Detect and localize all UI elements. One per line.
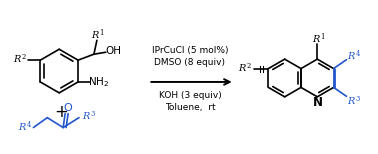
Text: NH$_2$: NH$_2$	[88, 75, 110, 89]
Text: Toluene,  rt: Toluene, rt	[165, 103, 215, 112]
Text: $R^4$: $R^4$	[347, 48, 361, 63]
Text: $R^1$: $R^1$	[313, 31, 326, 46]
Text: $R^3$: $R^3$	[82, 109, 96, 122]
Text: DMSO (8 equiv): DMSO (8 equiv)	[155, 58, 226, 67]
Text: $R^2$: $R^2$	[12, 53, 26, 65]
Text: IPrCuCl (5 mol%): IPrCuCl (5 mol%)	[152, 46, 228, 55]
Text: $R^3$: $R^3$	[347, 94, 361, 107]
Text: O: O	[64, 103, 73, 113]
Text: +: +	[54, 103, 68, 121]
Text: KOH (3 equiv): KOH (3 equiv)	[159, 91, 222, 100]
Text: $R^4$: $R^4$	[19, 119, 33, 134]
Text: N: N	[313, 96, 323, 109]
Text: OH: OH	[106, 46, 122, 56]
Text: $R^2$: $R^2$	[238, 61, 251, 74]
Text: $R^1$: $R^1$	[91, 27, 105, 42]
